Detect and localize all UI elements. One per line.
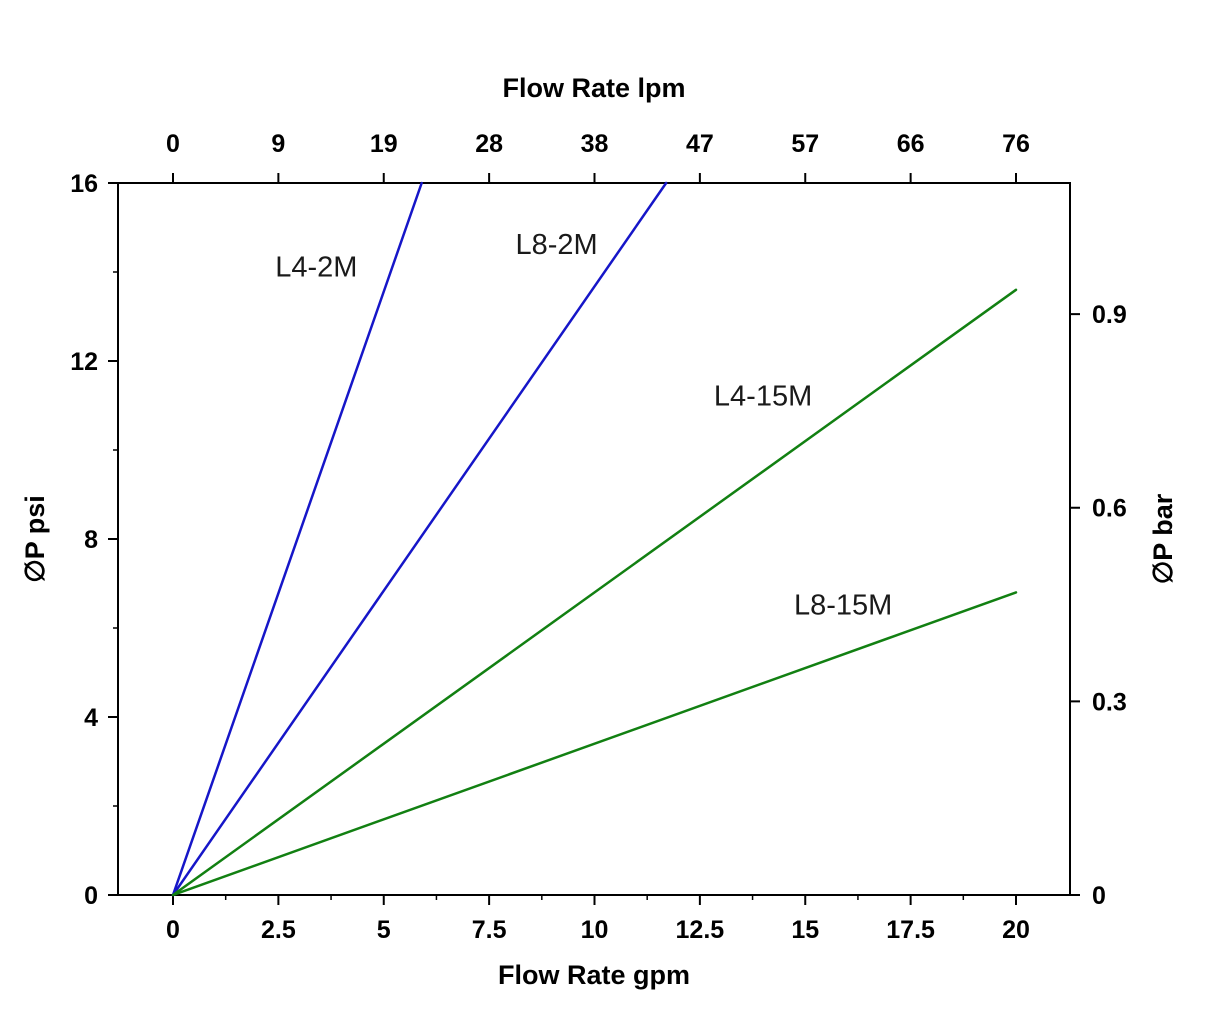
y2-axis-tick-label: 0.3: [1092, 688, 1127, 716]
left-axis-title: ∅P psi: [20, 495, 50, 583]
y-axis-tick-label: 12: [70, 348, 98, 376]
x-axis-tick-label: 0: [166, 916, 180, 944]
x-axis-tick-label: 7.5: [472, 916, 507, 944]
x2-axis-tick-label: 28: [475, 130, 503, 158]
x2-axis-tick-label: 66: [897, 130, 925, 158]
right-axis-title: ∅P bar: [1148, 493, 1178, 584]
series-label-l4-15m: L4-15M: [714, 381, 812, 413]
series-line-l4-2m: [171, 181, 423, 897]
x-axis-tick-label: 17.5: [886, 916, 935, 944]
series-line-l8-15m: [171, 591, 1018, 897]
x2-axis-tick-label: 57: [791, 130, 819, 158]
y2-axis-tick-label: 0: [1092, 882, 1106, 910]
y-axis-tick-label: 4: [84, 704, 98, 732]
bottom-axis-title: Flow Rate gpm: [498, 960, 690, 990]
y-axis-tick-label: 0: [84, 882, 98, 910]
series-line-l4-15m: [171, 288, 1018, 897]
x-axis-tick-label: 10: [581, 916, 609, 944]
y-axis-tick-label: 16: [70, 170, 98, 198]
x2-axis-tick-label: 38: [581, 130, 609, 158]
series-label-l4-2m: L4-2M: [275, 251, 357, 283]
x2-axis-tick-label: 19: [370, 130, 398, 158]
top-axis-title: Flow Rate lpm: [502, 73, 685, 103]
x2-axis-tick-label: 9: [271, 130, 285, 158]
series-line-l8-2m: [171, 181, 668, 897]
y2-axis-tick-label: 0.6: [1092, 495, 1127, 523]
x-axis-tick-label: 5: [377, 916, 391, 944]
x-axis-tick-label: 2.5: [261, 916, 296, 944]
x2-axis-tick-label: 76: [1002, 130, 1030, 158]
x2-axis-tick-label: 0: [166, 130, 180, 158]
x-axis-tick-label: 20: [1002, 916, 1030, 944]
y-axis-tick-label: 8: [84, 526, 98, 554]
plot-frame: [117, 182, 1071, 896]
series-label-l8-15m: L8-15M: [794, 590, 892, 622]
x2-axis-tick-label: 47: [686, 130, 714, 158]
plot-area: 0 2.5 5 7.5 10 12.5 15 17.5 20 0 9 19 28 38 47 57 66 76 0 4…: [70, 130, 1127, 944]
series-label-l8-2m: L8-2M: [515, 229, 597, 261]
x-axis-tick-label: 12.5: [676, 916, 725, 944]
y2-axis-tick-label: 0.9: [1092, 301, 1127, 329]
x-axis-tick-label: 15: [791, 916, 819, 944]
